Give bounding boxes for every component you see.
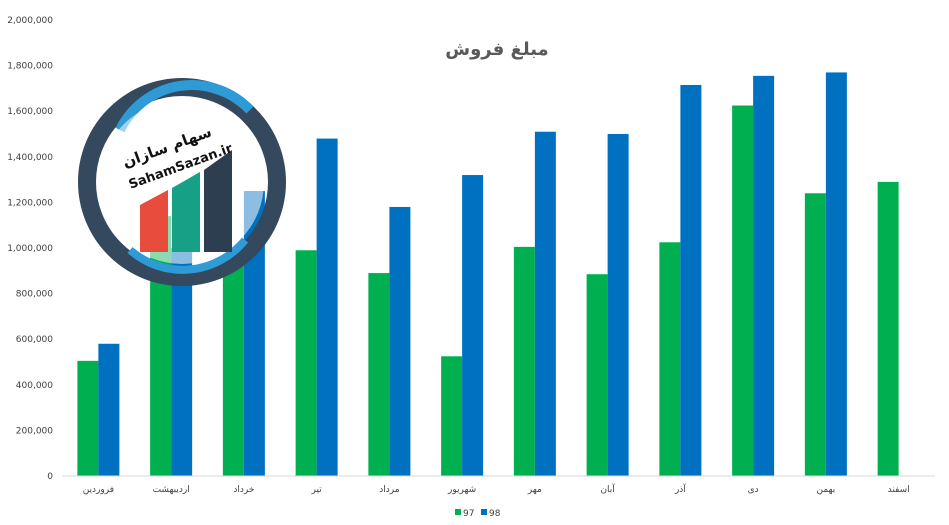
bar-series-97 [441,356,463,476]
y-tick-label: 2,000,000 [7,16,53,26]
x-tick-label: خرداد [233,485,254,495]
x-tick-label: مهر [527,485,542,495]
chart-title: مبلغ فروش [445,39,548,60]
bar-series-97 [877,181,899,476]
x-tick-label: آذر [674,483,686,495]
bar-series-97 [732,105,754,476]
bar-series-98 [680,84,702,476]
y-tick-label: 800,000 [16,290,53,300]
bar-series-98 [825,72,847,476]
legend-label: 97 [463,509,474,519]
x-tick-label: اردیبهشت [153,485,190,495]
x-tick-label: بهمن [817,485,836,495]
bar-series-98 [753,75,775,477]
y-tick-label: 1,200,000 [7,198,53,208]
bar-series-97 [513,246,535,476]
bar-series-98 [462,175,484,477]
bar-series-97 [222,263,244,476]
bar-series-97 [77,360,99,476]
x-tick-label: مرداد [379,485,399,495]
logo-accent-arc [115,80,254,133]
logo-bar-dark [204,150,232,252]
y-tick-label: 1,600,000 [7,107,53,117]
y-tick-label: 1,000,000 [7,244,53,254]
bar-series-98 [389,206,411,476]
bar-series-97 [586,274,608,476]
bar-series-98 [98,343,120,476]
bars [77,72,899,477]
legend-label: 98 [489,509,501,519]
legend: 97 98 [455,509,501,519]
x-tick-label: فروردین [83,485,114,495]
bar-series-98 [534,131,556,476]
bar-series-97 [659,242,681,476]
bar-series-97 [295,250,317,476]
y-tick-label: 1,800,000 [7,62,53,72]
bar-series-97 [368,273,390,476]
bar-series-98 [171,248,193,476]
bar-series-97 [804,193,826,476]
y-tick-label: 1,400,000 [7,153,53,163]
x-axis: فروردین اردیبهشت خرداد تیر مرداد شهریور مهر آبا… [83,483,910,495]
y-tick-label: 200,000 [16,426,53,436]
y-tick-label: 0 [47,472,53,482]
bar-series-98 [243,191,265,476]
bar-series-98 [316,138,338,476]
y-tick-label: 400,000 [16,381,53,391]
logo-bar-teal [172,172,200,252]
logo-accent-arc-lower [127,237,249,274]
y-axis: 0 200,000 400,000 600,000 800,000 1,000,000 1,… [7,16,53,482]
legend-swatch [455,509,461,515]
y-tick-label: 600,000 [16,335,53,345]
logo-bar-red [140,190,168,252]
bar-series-98 [607,134,629,476]
x-tick-label: اسفند [888,485,910,495]
legend-swatch [481,509,487,515]
sahamsazan-logo: سهام سازان SahamSazan.ir [78,78,286,286]
x-tick-label: آبان [600,483,615,495]
x-tick-label: شهریور [447,485,476,495]
x-tick-label: دی [748,485,759,495]
x-tick-label: تیر [311,485,323,495]
